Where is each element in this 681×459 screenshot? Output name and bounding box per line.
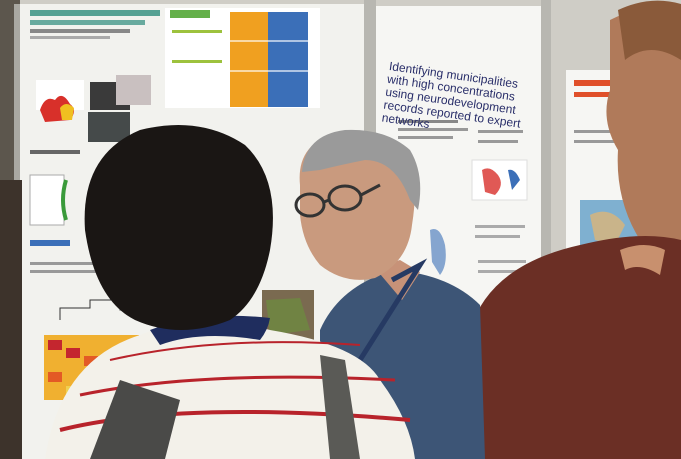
person-right-brown-shirt bbox=[460, 0, 681, 459]
glasses-icon bbox=[294, 183, 381, 218]
person-left-edge bbox=[0, 180, 22, 459]
person-black-hair bbox=[45, 125, 415, 459]
